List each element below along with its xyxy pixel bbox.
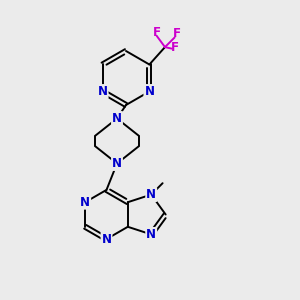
Text: N: N <box>98 85 108 98</box>
Text: N: N <box>101 232 112 246</box>
Text: F: F <box>171 40 179 54</box>
Text: F: F <box>173 27 181 40</box>
Text: N: N <box>146 188 156 201</box>
Text: N: N <box>146 228 156 241</box>
Text: N: N <box>112 157 122 170</box>
Text: N: N <box>80 196 90 209</box>
Text: F: F <box>153 26 160 39</box>
Text: N: N <box>144 85 154 98</box>
Text: N: N <box>112 112 122 125</box>
